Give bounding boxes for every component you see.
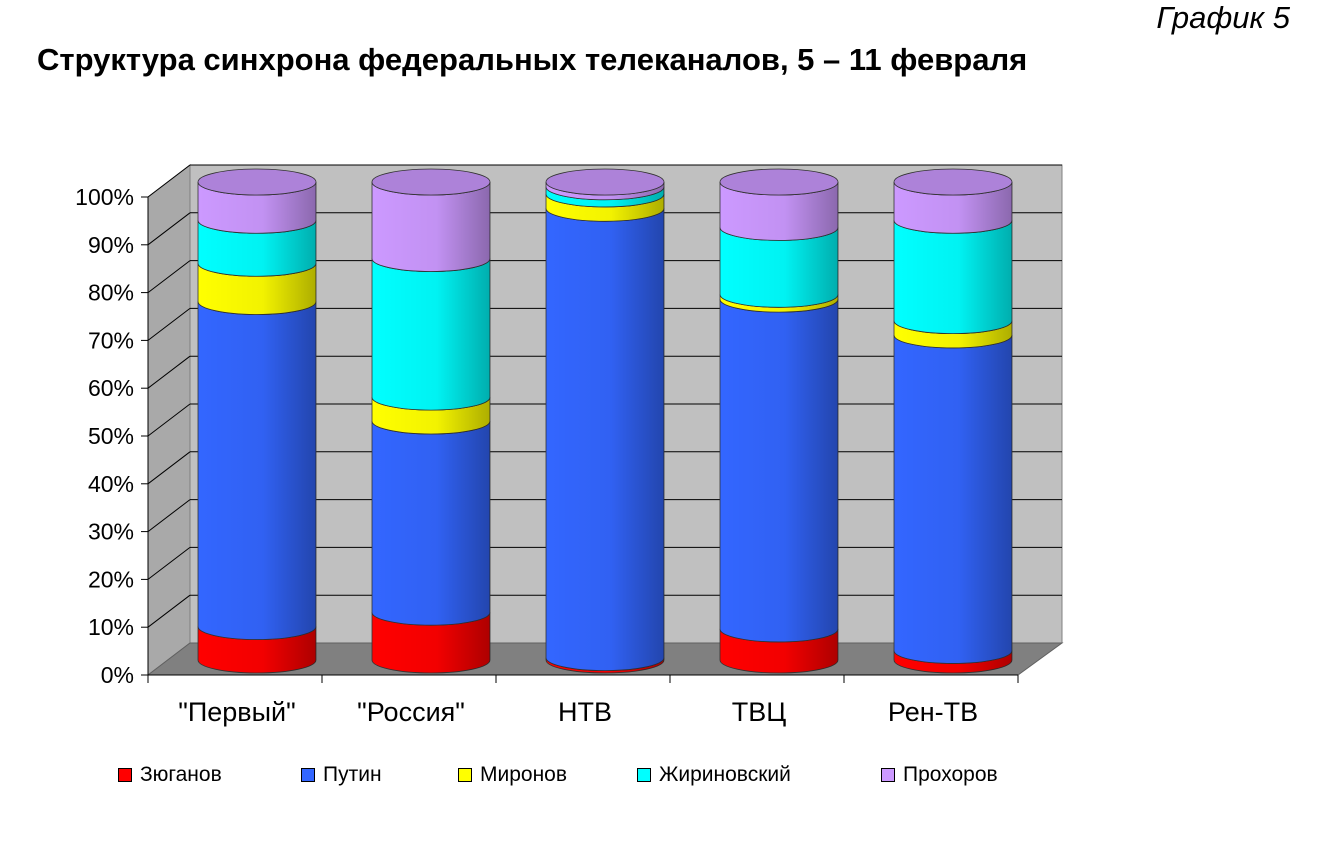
gridline-side bbox=[147, 451, 191, 485]
legend-label: Прохоров bbox=[903, 763, 998, 786]
gridline-side bbox=[147, 260, 191, 293]
bar-segment-shading bbox=[894, 334, 1012, 664]
x-tick-label: ТВЦ bbox=[732, 697, 787, 727]
y-tick-label: 10% bbox=[88, 614, 134, 640]
y-tick-label: 50% bbox=[88, 423, 134, 449]
x-tick-label: "Россия" bbox=[357, 697, 465, 727]
y-tick-label: 40% bbox=[88, 471, 134, 497]
bar-segment-shading bbox=[720, 628, 838, 673]
gridline-side bbox=[147, 594, 191, 628]
legend-item: Миронов bbox=[458, 763, 567, 787]
gridline-side bbox=[147, 403, 191, 437]
bar-segment-shading bbox=[198, 220, 316, 277]
bar-segment-shading bbox=[546, 186, 664, 207]
legend-swatch bbox=[881, 768, 895, 782]
y-tick-label: 0% bbox=[101, 662, 134, 688]
bar-segment-shading bbox=[720, 182, 838, 241]
bar-segment-shading bbox=[894, 220, 1012, 334]
y-tick-label: 70% bbox=[88, 327, 134, 353]
gridline-side bbox=[147, 355, 191, 389]
gridline-side bbox=[147, 308, 191, 341]
bar-segment-shading bbox=[372, 182, 491, 272]
bar-segment-shading bbox=[894, 182, 1012, 234]
gridline-side bbox=[147, 212, 191, 246]
bar-top-cap bbox=[893, 168, 1013, 196]
legend-item: Путин bbox=[301, 763, 382, 787]
bar-top-cap bbox=[719, 168, 839, 196]
legend-swatch bbox=[118, 768, 132, 782]
chart-number-label: График 5 bbox=[1156, 0, 1290, 35]
y-tick-label: 90% bbox=[88, 232, 134, 258]
bar-segment-shading bbox=[372, 421, 491, 626]
legend-swatch bbox=[301, 768, 315, 782]
bar-segment-shading bbox=[894, 320, 1012, 348]
legend-item: Жириновский bbox=[637, 763, 791, 787]
legend-swatch bbox=[458, 768, 472, 782]
bar-segment-shading bbox=[894, 650, 1012, 673]
legend: Зюганов Путин Миронов Жириновский Прохоров bbox=[118, 763, 1118, 791]
y-tick-label: 20% bbox=[88, 566, 134, 592]
bar-top-cap bbox=[197, 168, 317, 196]
bar-segment-shading bbox=[198, 182, 316, 234]
x-tick-label: "Первый" bbox=[178, 697, 295, 727]
legend-item: Прохоров bbox=[881, 763, 998, 787]
bar-segment-shading bbox=[372, 258, 491, 411]
legend-label: Путин bbox=[323, 763, 382, 786]
y-tick-label: 60% bbox=[88, 375, 134, 401]
legend-label: Зюганов bbox=[140, 763, 222, 786]
y-tick-label: 80% bbox=[88, 280, 134, 306]
bar-segment-shading bbox=[372, 612, 491, 673]
bar-segment-shading bbox=[720, 227, 838, 308]
y-tick-label: 100% bbox=[75, 184, 134, 210]
chart-title: Структура синхрона федеральных телеканал… bbox=[37, 42, 1028, 77]
x-tick-label: НТВ bbox=[558, 697, 612, 727]
bar-top-cap bbox=[371, 168, 491, 196]
x-tick-label: Рен-ТВ bbox=[888, 697, 978, 727]
bar-segment-shading bbox=[546, 208, 664, 671]
gridline-side bbox=[147, 164, 191, 198]
legend-item: Зюганов bbox=[118, 763, 222, 787]
bar-segment-shading bbox=[720, 294, 838, 313]
legend-label: Миронов bbox=[480, 763, 568, 786]
gridline-side bbox=[147, 499, 191, 532]
bar-segment-shading bbox=[720, 299, 838, 642]
bar-segment-shading bbox=[198, 263, 316, 315]
bar-segment-shading bbox=[546, 193, 664, 222]
bar-segment-shading bbox=[372, 397, 491, 434]
bar-top-cap bbox=[545, 168, 665, 196]
y-tick-label: 30% bbox=[88, 519, 134, 545]
bar-segment-shading bbox=[546, 182, 664, 200]
gridline-side bbox=[147, 547, 191, 580]
bar-segment-shading bbox=[198, 301, 316, 640]
legend-swatch bbox=[637, 768, 651, 782]
legend-label: Жириновский bbox=[659, 763, 791, 786]
